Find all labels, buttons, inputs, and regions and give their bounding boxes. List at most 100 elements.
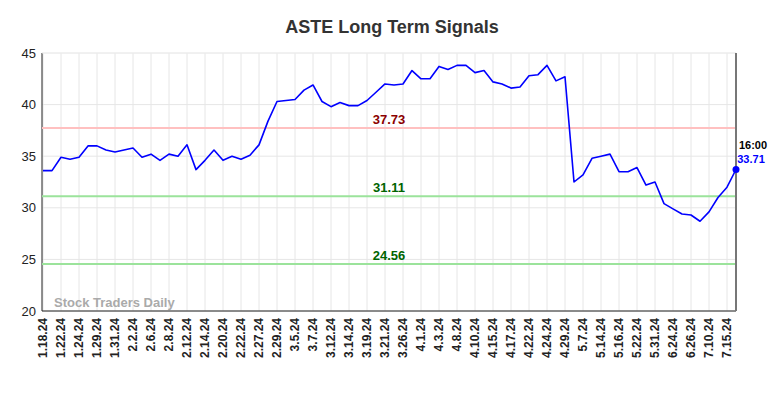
grid-line <box>709 53 710 311</box>
x-tick-label: 1.29.24 <box>90 318 104 358</box>
grid-line <box>421 53 422 311</box>
grid-line <box>42 53 736 54</box>
grid-line <box>619 53 620 311</box>
grid-line <box>313 53 314 311</box>
last-time: 16:00 <box>739 139 767 151</box>
x-tick-label: 4.29.24 <box>558 318 572 358</box>
x-tick-label: 7.10.24 <box>702 318 716 358</box>
chart: 2025303540451.18.241.22.241.24.241.29.24… <box>0 0 784 398</box>
x-tick-label: 2.22.24 <box>234 318 248 358</box>
x-tick-label: 4.24.24 <box>540 318 554 358</box>
grid-line <box>349 53 350 311</box>
x-tick-label: 3.14.24 <box>342 318 356 358</box>
grid-line <box>169 53 170 311</box>
grid-line <box>637 53 638 311</box>
grid-line <box>493 53 494 311</box>
signal-line <box>42 263 736 265</box>
x-tick-label: 5.14.24 <box>594 318 608 358</box>
y-tick-label: 35 <box>22 149 36 164</box>
last-value: 33.71 <box>737 153 765 165</box>
grid-line <box>583 53 584 311</box>
grid-line <box>331 53 332 311</box>
x-tick-label: 5.7.24 <box>576 318 590 352</box>
y-tick-label: 45 <box>22 46 36 61</box>
last-marker <box>735 53 737 311</box>
x-tick-label: 1.18.24 <box>36 318 50 358</box>
x-tick-label: 2.14.24 <box>198 318 212 358</box>
y-tick-label: 20 <box>22 304 36 319</box>
grid-line <box>727 53 728 311</box>
x-tick-label: 6.24.24 <box>666 318 680 358</box>
grid-line <box>223 53 224 311</box>
x-tick-label: 3.21.24 <box>378 318 392 358</box>
grid-line <box>547 53 548 311</box>
grid-line <box>187 53 188 311</box>
x-tick-label: 5.31.24 <box>648 318 662 358</box>
watermark: Stock Traders Daily <box>54 295 175 310</box>
x-tick-label: 2.29.24 <box>270 318 284 358</box>
x-tick-label: 4.15.24 <box>486 318 500 358</box>
grid-line <box>151 53 152 311</box>
x-tick-label: 2.27.24 <box>252 318 266 358</box>
grid-line <box>691 53 692 311</box>
signal-label: 24.56 <box>373 248 406 263</box>
signal-line <box>42 127 736 129</box>
last-point <box>733 166 740 173</box>
x-tick-label: 4.3.24 <box>432 318 446 352</box>
x-tick-label: 1.22.24 <box>54 318 68 358</box>
grid-line <box>97 53 98 311</box>
x-tick-label: 2.6.24 <box>144 318 158 352</box>
x-tick-label: 7.15.24 <box>720 318 734 358</box>
x-tick-label: 2.20.24 <box>216 318 230 358</box>
x-tick-label: 3.7.24 <box>306 318 320 352</box>
x-tick-label: 3.19.24 <box>360 318 374 358</box>
grid-line <box>529 53 530 311</box>
grid-line <box>475 53 476 311</box>
x-axis <box>42 311 736 312</box>
signal-label: 37.73 <box>373 112 406 127</box>
grid-line <box>565 53 566 311</box>
y-tick-label: 25 <box>22 252 36 267</box>
x-tick-label: 4.1.24 <box>414 318 428 352</box>
x-tick-label: 4.10.24 <box>468 318 482 358</box>
grid-line <box>43 53 44 311</box>
x-tick-label: 4.8.24 <box>450 318 464 352</box>
grid-line <box>259 53 260 311</box>
grid-line <box>79 53 80 311</box>
grid-line <box>42 311 736 312</box>
x-tick-label: 3.5.24 <box>288 318 302 352</box>
grid-line <box>367 53 368 311</box>
x-tick-label: 4.22.24 <box>522 318 536 358</box>
x-tick-label: 2.12.24 <box>180 318 194 358</box>
plot-area <box>43 65 740 221</box>
x-tick-label: 2.8.24 <box>162 318 176 352</box>
grid-line <box>673 53 674 311</box>
grid-line <box>295 53 296 311</box>
grid-line <box>457 53 458 311</box>
grid-line <box>42 207 736 208</box>
signal-label: 31.11 <box>373 180 405 195</box>
x-tick-label: 2.2.24 <box>126 318 140 352</box>
grid-line <box>42 104 736 105</box>
price-line <box>43 65 736 221</box>
y-axis <box>42 53 43 311</box>
x-tick-label: 1.24.24 <box>72 318 86 358</box>
grid-line <box>115 53 116 311</box>
grid-line <box>601 53 602 311</box>
grid-line <box>511 53 512 311</box>
x-tick-label: 3.26.24 <box>396 318 410 358</box>
frame-top <box>42 53 736 54</box>
x-tick-label: 1.31.24 <box>108 318 122 358</box>
signal-line <box>42 195 736 197</box>
grid-line <box>61 53 62 311</box>
grid-line <box>133 53 134 311</box>
x-tick-label: 5.22.24 <box>630 318 644 358</box>
grid-line <box>439 53 440 311</box>
grid-line <box>241 53 242 311</box>
x-tick-label: 3.12.24 <box>324 318 338 358</box>
y-tick-label: 30 <box>22 200 36 215</box>
grid-line <box>205 53 206 311</box>
x-tick-label: 6.26.24 <box>684 318 698 358</box>
grid-line <box>277 53 278 311</box>
x-tick-label: 5.16.24 <box>612 318 626 358</box>
